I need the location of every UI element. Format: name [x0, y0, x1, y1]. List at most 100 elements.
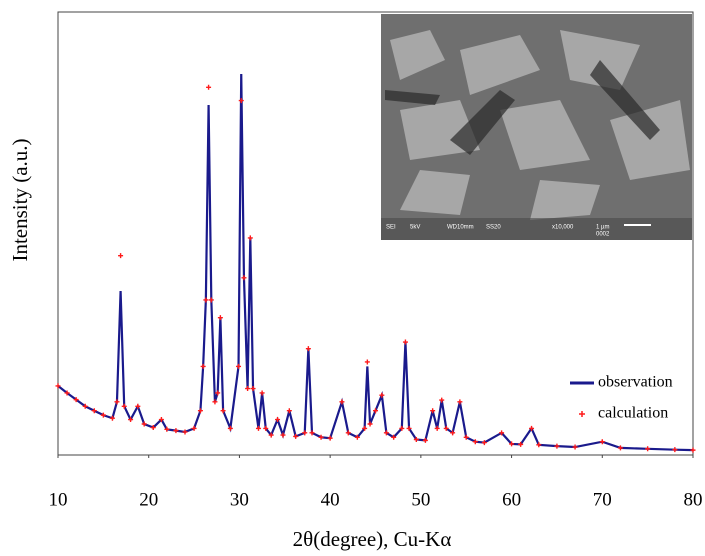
calculation-marker	[367, 421, 373, 427]
calculation-marker	[135, 403, 141, 409]
sem-inset: SEI 5kV WD10mm SS20 x10,000 1 µm 0002	[381, 14, 692, 240]
plot-frame	[57, 11, 694, 456]
sem-label: 1 µm	[596, 225, 609, 231]
calculation-marker	[286, 408, 292, 414]
calculation-marker	[379, 392, 385, 398]
calculation-marker	[220, 408, 226, 414]
calculation-marker	[293, 433, 299, 439]
x-tick-label: 30	[230, 489, 249, 510]
x-tick-label: 80	[684, 489, 703, 510]
calculation-marker	[158, 417, 164, 423]
calculation-marker	[191, 425, 197, 431]
calculation-marker	[463, 434, 469, 440]
calculation-marker	[430, 408, 436, 414]
calculation-marker	[280, 432, 286, 438]
calculation-marker	[247, 235, 253, 241]
calculation-marker	[402, 339, 408, 345]
calculation-marker	[302, 430, 308, 436]
calculation-marker	[182, 429, 188, 435]
calculation-marker	[439, 397, 445, 403]
x-tick-label: 10	[49, 489, 68, 510]
calculation-marker	[481, 440, 487, 446]
calculation-marker	[572, 444, 578, 450]
calculation-marker	[617, 445, 623, 451]
calculation-marker	[434, 425, 440, 431]
calculation-marker	[391, 434, 397, 440]
sem-label: WD10mm	[447, 225, 474, 231]
calculation-marker	[263, 425, 269, 431]
x-tick-label: 60	[502, 489, 521, 510]
calculation-marker	[339, 399, 345, 405]
calculation-marker	[100, 412, 106, 418]
calculation-marker	[55, 383, 61, 389]
calculation-marker	[197, 408, 203, 414]
calculation-marker	[362, 425, 368, 431]
calculation-marker	[203, 297, 209, 303]
calculation-marker	[118, 253, 124, 259]
plot-area	[55, 74, 696, 453]
calculation-marker	[309, 430, 315, 436]
calculation-marker	[236, 363, 242, 369]
calculation-marker	[399, 425, 405, 431]
calculation-marker	[141, 421, 147, 427]
calculation-marker	[645, 446, 651, 452]
calculation-marker	[64, 390, 70, 396]
calculation-marker	[109, 415, 115, 421]
calculation-marker	[227, 425, 233, 431]
x-axis-label: 2θ(degree), Cu-Kα	[293, 527, 452, 551]
calculation-marker	[305, 346, 311, 352]
calculation-marker	[450, 430, 456, 436]
calculation-marker	[529, 425, 535, 431]
sem-label: 5kV	[410, 225, 420, 231]
legend-label: calculation	[598, 405, 668, 422]
calculation-marker	[554, 443, 560, 449]
calculation-marker	[518, 441, 524, 447]
calculation-marker	[318, 434, 324, 440]
sem-info-bar	[381, 218, 692, 240]
calculation-marker	[509, 441, 515, 447]
x-tick-label: 50	[411, 489, 430, 510]
legend-swatch	[579, 411, 585, 417]
calculation-marker	[206, 84, 212, 90]
calculation-marker	[173, 428, 179, 434]
calculation-marker	[275, 417, 281, 423]
calculation-marker	[212, 399, 218, 405]
calculation-marker	[268, 432, 274, 438]
calculation-marker	[345, 430, 351, 436]
calculation-marker	[383, 430, 389, 436]
sem-label: x10,000	[552, 225, 574, 231]
sem-label: SS20	[486, 225, 501, 231]
calculation-marker	[536, 442, 542, 448]
calculation-marker	[364, 359, 370, 365]
calculation-marker	[354, 434, 360, 440]
calculation-marker	[245, 386, 251, 392]
observation-line	[57, 74, 694, 452]
calculation-marker	[373, 408, 378, 414]
calculation-marker	[259, 390, 265, 396]
calculation-marker	[672, 447, 678, 453]
calculation-marker	[238, 98, 244, 104]
calculation-marker	[457, 399, 463, 405]
legend-label: observation	[598, 374, 673, 391]
calculation-marker	[241, 275, 247, 281]
sem-label: SEI	[386, 225, 396, 231]
calculation-marker	[443, 425, 449, 431]
calculation-marker	[499, 430, 505, 436]
y-axis-label: Intensity (a.u.)	[8, 138, 32, 261]
calculation-marker	[215, 390, 221, 396]
calculation-marker	[114, 399, 120, 405]
calculation-marker	[690, 447, 696, 453]
calculation-marker	[164, 426, 170, 432]
x-tick-label: 70	[593, 489, 612, 510]
x-tick-label: 40	[321, 489, 340, 510]
calculation-marker	[73, 397, 79, 403]
calculation-marker	[82, 403, 88, 409]
calculation-marker	[150, 425, 156, 431]
calculation-marker	[121, 403, 127, 409]
calculation-marker	[91, 408, 97, 414]
calculation-marker	[422, 437, 428, 443]
calculation-marker	[250, 386, 256, 392]
calculation-marker	[208, 297, 214, 303]
calculation-marker	[472, 439, 478, 445]
